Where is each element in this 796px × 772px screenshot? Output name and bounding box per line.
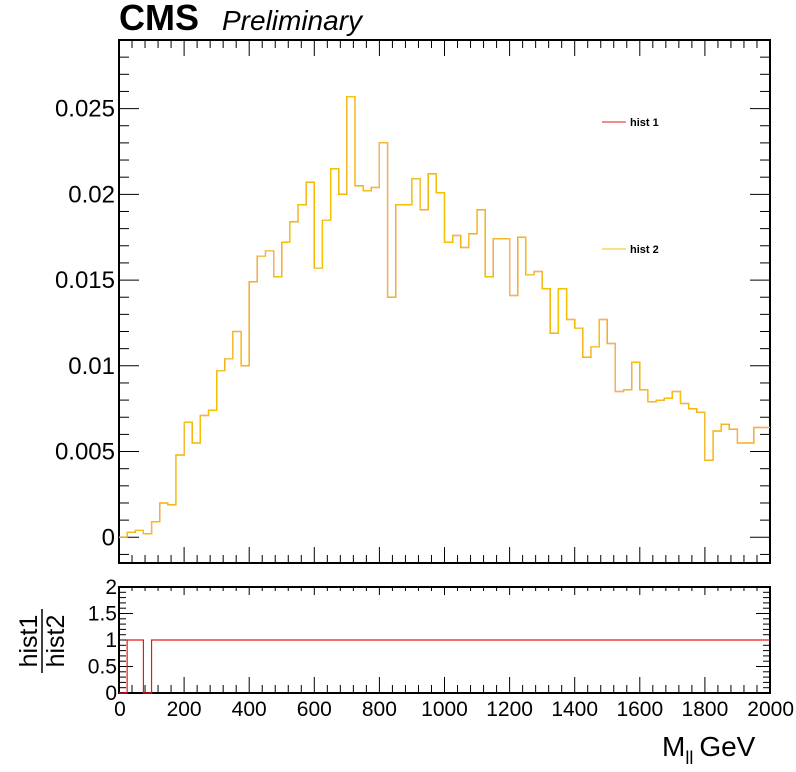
x-axis-title-unit: GeV [699,731,755,762]
ratio-axis-ticks [118,586,771,694]
status-label: Preliminary [222,5,364,36]
ratio-y-title-numerator: hist1 [15,615,43,668]
ratio-y-tick-label: 0.5 [88,656,117,679]
x-tick-label: 1200 [486,698,533,721]
main-y-tick-label: 0.02 [68,181,115,208]
x-tick-label: 800 [362,698,397,721]
main-y-tick-label: 0.025 [55,96,115,123]
main-y-tick-label: 0.015 [55,267,115,294]
x-axis-title: Mll GeV [662,731,756,768]
x-tick-label: 200 [167,698,202,721]
main-y-tick-label: 0.01 [68,353,115,380]
x-axis-title-main: M [662,731,685,762]
x-tick-label: 1600 [616,698,663,721]
x-tick-label: 400 [232,698,267,721]
legend: hist 1 hist 2 [602,117,659,256]
legend-hist2-label: hist 2 [630,244,659,256]
x-tick-label: 2000 [747,698,794,721]
series-line-hist1 [119,95,770,538]
ratio-y-tick-label: 1.5 [88,603,117,626]
x-axis-title-subscript: ll [685,748,693,768]
main-y-tick-labels: 0 0.005 0.01 0.015 0.02 0.025 [55,96,115,552]
ratio-series-group [119,639,770,694]
ratio-y-title: hist1 hist2 [15,609,70,673]
ratio-y-title-denominator: hist2 [42,615,70,668]
x-tick-label: 0 [114,698,126,721]
ratio-series-line [119,639,770,694]
main-plot-frame [118,39,771,564]
main-y-tick-label: 0 [102,524,115,551]
main-y-tick-label: 0.005 [55,439,115,466]
x-tick-label: 1400 [551,698,598,721]
legend-hist1-label: hist 1 [630,117,659,129]
main-series-group [119,95,770,538]
x-tick-label: 1000 [421,698,468,721]
series-line-hist2 [119,95,770,538]
ratio-y-tick-label: 1 [105,629,117,652]
main-axis-ticks [118,39,771,563]
x-tick-label: 600 [297,698,332,721]
ratio-y-tick-label: 0 [105,682,117,705]
experiment-label: CMS [119,0,199,38]
x-tick-labels: 0 200 400 600 800 1000 1200 1400 1600 1800 2000 [114,698,794,721]
x-tick-label: 1800 [682,698,729,721]
ratio-y-tick-label: 2 [105,576,117,599]
ratio-y-tick-labels: 0 0.5 1 1.5 2 [88,576,117,705]
